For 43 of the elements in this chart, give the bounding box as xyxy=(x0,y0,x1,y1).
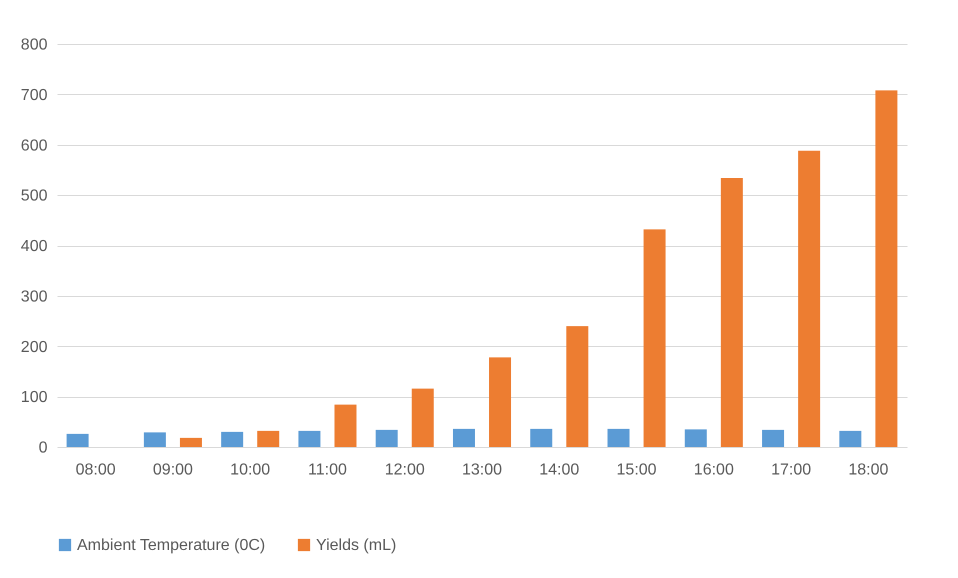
bar xyxy=(180,438,202,447)
y-tick-label: 100 xyxy=(20,389,48,406)
x-tick-label: 17:00 xyxy=(771,462,812,478)
y-tick-label: 400 xyxy=(20,238,48,255)
bar xyxy=(762,430,784,447)
bar xyxy=(298,430,320,447)
x-tick-label: 08:00 xyxy=(76,462,116,478)
y-tick-label: 200 xyxy=(20,338,48,356)
bar xyxy=(257,430,280,447)
bar xyxy=(644,229,666,447)
bar xyxy=(720,178,743,447)
x-tick-label: 10:00 xyxy=(230,462,270,478)
bar xyxy=(489,357,512,447)
bar xyxy=(376,430,398,447)
bar xyxy=(144,432,166,447)
bar xyxy=(221,432,244,447)
y-tick-label: 800 xyxy=(20,36,48,54)
x-tick-label: 15:00 xyxy=(616,462,657,478)
x-tick-label: 18:00 xyxy=(848,462,888,478)
y-tick-label: 0 xyxy=(38,440,48,456)
y-tick-label: 700 xyxy=(20,86,48,104)
bar xyxy=(566,326,588,447)
legend-label: Ambient Temperature (0C) xyxy=(77,537,266,554)
y-tick-label: 300 xyxy=(20,288,48,306)
x-tick-label: 11:00 xyxy=(308,462,347,478)
legend-label: Yields (mL) xyxy=(316,537,396,554)
bar xyxy=(684,429,707,447)
x-tick-label: 14:00 xyxy=(539,462,580,478)
bar xyxy=(608,428,630,447)
bar xyxy=(334,404,356,447)
bar xyxy=(452,428,475,447)
bar xyxy=(66,434,89,447)
bar xyxy=(530,428,552,447)
bar xyxy=(875,90,898,447)
bar xyxy=(839,430,862,447)
bar xyxy=(412,388,434,447)
y-tick-label: 500 xyxy=(20,188,48,205)
x-tick-label: 16:00 xyxy=(694,462,734,478)
x-tick-label: 13:00 xyxy=(462,462,502,478)
x-tick-label: 09:00 xyxy=(152,462,194,478)
bar xyxy=(798,150,820,447)
y-tick-label: 600 xyxy=(20,137,48,154)
x-tick-label: 12:00 xyxy=(384,462,425,478)
